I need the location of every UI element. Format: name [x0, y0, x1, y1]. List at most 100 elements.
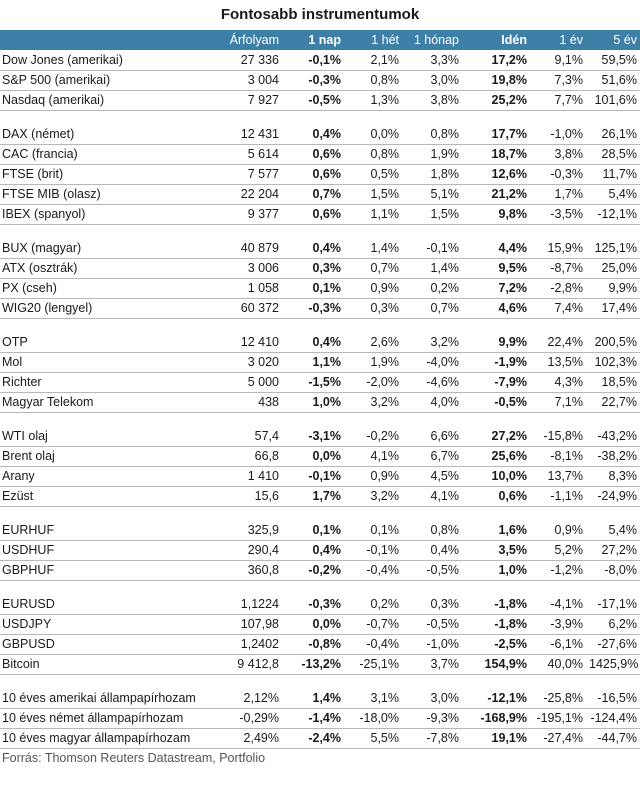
change-1-year-cell: -27,4%: [530, 728, 586, 749]
table-row: Magyar Telekom 438 1,0% 3,2% 4,0% -0,5% 7,1% 22…: [0, 392, 640, 413]
header-ytd: Idén: [501, 33, 527, 47]
header-5-year: 5 év: [613, 33, 637, 47]
instrument-name-cell: Richter: [0, 372, 210, 393]
change-ytd-cell: 9,8%: [462, 204, 530, 225]
instrument-name-cell: Mol: [0, 352, 210, 373]
price-cell: 290,4: [210, 540, 282, 561]
change-5-year-cell: 200,5%: [586, 332, 640, 353]
price-cell: 40 879: [210, 238, 282, 259]
change-5-year-cell: 9,9%: [586, 278, 640, 299]
change-1-month-cell: 0,3%: [402, 594, 462, 615]
change-ytd-cell: 1,6%: [462, 520, 530, 541]
change-5-year-cell: 125,1%: [586, 238, 640, 259]
change-1-day-cell: 0,4%: [282, 540, 344, 561]
change-1-year-cell: 13,7%: [530, 466, 586, 487]
table-row: ATX (osztrák) 3 006 0,3% 0,7% 1,4% 9,5% -8,7% 2…: [0, 258, 640, 279]
price-cell: 57,4: [210, 426, 282, 447]
change-1-day-cell: 0,0%: [282, 614, 344, 635]
change-ytd-cell: 21,2%: [462, 184, 530, 205]
instrument-name-cell: S&P 500 (amerikai): [0, 70, 210, 91]
change-1-week-cell: 2,6%: [344, 332, 402, 353]
instrument-name-cell: IBEX (spanyol): [0, 204, 210, 225]
change-1-year-cell: -3,5%: [530, 204, 586, 225]
change-1-year-cell: 13,5%: [530, 352, 586, 373]
change-ytd-cell: 19,8%: [462, 70, 530, 91]
change-5-year-cell: 51,6%: [586, 70, 640, 91]
table-row: FTSE (brit) 7 577 0,6% 0,5% 1,8% 12,6% -0,3% 11…: [0, 164, 640, 185]
change-1-week-cell: 0,9%: [344, 466, 402, 487]
instrument-name-cell: Bitcoin: [0, 654, 210, 675]
change-1-year-cell: -25,8%: [530, 688, 586, 709]
change-1-week-cell: 0,3%: [344, 298, 402, 319]
change-1-day-cell: -0,1%: [282, 50, 344, 71]
change-1-year-cell: -3,9%: [530, 614, 586, 635]
change-1-month-cell: -0,5%: [402, 560, 462, 581]
change-5-year-cell: 25,0%: [586, 258, 640, 279]
instrument-name-cell: WIG20 (lengyel): [0, 298, 210, 319]
instrument-name-cell: Magyar Telekom: [0, 392, 210, 413]
instrument-name-cell: USDHUF: [0, 540, 210, 561]
change-1-year-cell: 22,4%: [530, 332, 586, 353]
change-1-month-cell: 1,8%: [402, 164, 462, 185]
change-1-year-cell: -1,1%: [530, 486, 586, 507]
instrument-name-cell: Brent olaj: [0, 446, 210, 467]
change-1-week-cell: 2,1%: [344, 50, 402, 71]
change-1-week-cell: 0,9%: [344, 278, 402, 299]
change-1-year-cell: -8,1%: [530, 446, 586, 467]
change-1-month-cell: 0,8%: [402, 520, 462, 541]
table-row: USDJPY 107,98 0,0% -0,7% -0,5% -1,8% -3,9% 6,2%: [0, 614, 640, 635]
change-1-day-cell: 0,4%: [282, 238, 344, 259]
change-1-day-cell: 0,0%: [282, 446, 344, 467]
change-1-month-cell: 0,7%: [402, 298, 462, 319]
table-row: 10 éves magyar állampapírhozam 2,49% -2,4%…: [0, 728, 640, 749]
price-cell: 1 410: [210, 466, 282, 487]
price-cell: 107,98: [210, 614, 282, 635]
change-1-year-cell: -2,8%: [530, 278, 586, 299]
change-ytd-cell: 17,7%: [462, 124, 530, 145]
change-1-day-cell: -0,1%: [282, 466, 344, 487]
change-1-day-cell: 1,0%: [282, 392, 344, 413]
change-1-day-cell: -0,8%: [282, 634, 344, 655]
change-1-month-cell: 0,8%: [402, 124, 462, 145]
change-1-year-cell: -6,1%: [530, 634, 586, 655]
change-ytd-cell: 4,6%: [462, 298, 530, 319]
change-1-month-cell: -4,0%: [402, 352, 462, 373]
change-5-year-cell: 5,4%: [586, 520, 640, 541]
change-1-day-cell: 1,4%: [282, 688, 344, 709]
change-5-year-cell: 18,5%: [586, 372, 640, 393]
price-cell: 60 372: [210, 298, 282, 319]
change-1-month-cell: -1,0%: [402, 634, 462, 655]
change-5-year-cell: 27,2%: [586, 540, 640, 561]
change-ytd-cell: -1,9%: [462, 352, 530, 373]
change-1-week-cell: 0,1%: [344, 520, 402, 541]
group-spacer: [0, 224, 640, 238]
header-1-year: 1 év: [559, 33, 583, 47]
change-ytd-cell: -7,9%: [462, 372, 530, 393]
change-1-month-cell: 3,7%: [402, 654, 462, 675]
group-spacer: [0, 580, 640, 594]
change-5-year-cell: -16,5%: [586, 688, 640, 709]
change-5-year-cell: 17,4%: [586, 298, 640, 319]
change-ytd-cell: -1,8%: [462, 594, 530, 615]
change-1-month-cell: 1,9%: [402, 144, 462, 165]
price-cell: 5 614: [210, 144, 282, 165]
change-5-year-cell: -38,2%: [586, 446, 640, 467]
price-cell: 9 377: [210, 204, 282, 225]
table-body: Dow Jones (amerikai) 27 336 -0,1% 2,1% 3,3% 1…: [0, 50, 640, 749]
change-1-month-cell: -7,8%: [402, 728, 462, 749]
change-ytd-cell: 1,0%: [462, 560, 530, 581]
instrument-name-cell: Arany: [0, 466, 210, 487]
change-1-week-cell: -2,0%: [344, 372, 402, 393]
table-row: 10 éves német állampapírhozam -0,29% -1,4%…: [0, 708, 640, 729]
change-1-year-cell: 7,4%: [530, 298, 586, 319]
change-1-year-cell: 7,7%: [530, 90, 586, 111]
change-1-month-cell: 1,5%: [402, 204, 462, 225]
price-cell: 3 006: [210, 258, 282, 279]
instrument-name-cell: CAC (francia): [0, 144, 210, 165]
change-1-year-cell: 40,0%: [530, 654, 586, 675]
header-1-month: 1 hónap: [413, 33, 459, 47]
change-1-week-cell: 1,3%: [344, 90, 402, 111]
change-1-day-cell: -1,5%: [282, 372, 344, 393]
price-cell: 3 020: [210, 352, 282, 373]
table-row: Richter 5 000 -1,5% -2,0% -4,6% -7,9% 4,3% 18,5…: [0, 372, 640, 393]
